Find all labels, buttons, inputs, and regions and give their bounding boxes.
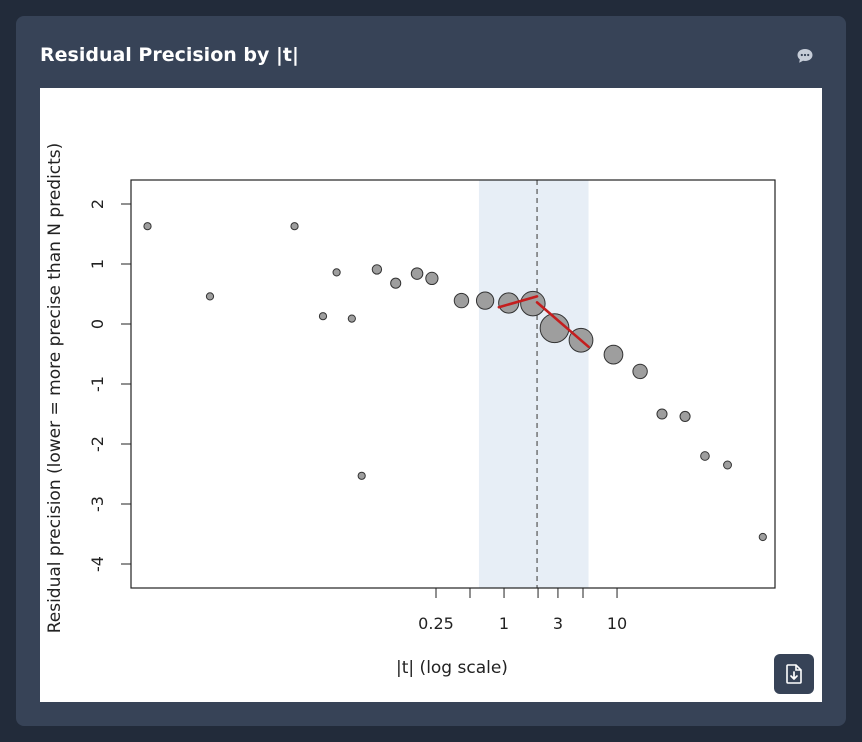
significance-band xyxy=(478,180,589,588)
data-point-0 xyxy=(143,222,152,231)
card-title: Residual Precision by |t| xyxy=(40,44,299,66)
chart-card: Residual Precision by |t| 0.25 1 3 10 2 1 0 -1-… xyxy=(16,16,846,726)
y-tick-label-3: -1 xyxy=(88,376,107,392)
data-point-21 xyxy=(700,451,710,461)
x-axis-label: |t| (log scale) xyxy=(396,658,508,678)
data-point-23 xyxy=(758,532,767,542)
data-point-4 xyxy=(332,268,341,277)
y-tick-label-0: 2 xyxy=(88,199,107,209)
data-point-22 xyxy=(723,460,732,470)
y-tick-label-5: -3 xyxy=(88,496,107,512)
data-point-2 xyxy=(290,222,299,231)
data-point-14 xyxy=(520,290,546,317)
data-point-6 xyxy=(357,471,366,480)
y-axis-label: Residual precision (lower = more precise… xyxy=(45,143,65,634)
data-point-3 xyxy=(318,312,328,321)
data-point-7 xyxy=(371,264,383,275)
data-point-19 xyxy=(656,408,668,420)
data-point-1 xyxy=(205,292,215,301)
fit-segment-0 xyxy=(497,295,539,309)
data-point-10 xyxy=(425,271,439,286)
data-point-17 xyxy=(603,344,624,365)
fit-segment-1 xyxy=(535,301,590,349)
data-point-18 xyxy=(632,363,648,380)
plot-frame xyxy=(130,179,776,589)
x-tick-label-0: 0.25 xyxy=(418,614,454,633)
data-point-20 xyxy=(679,410,691,422)
y-tick-label-1: 1 xyxy=(88,259,107,269)
data-point-11 xyxy=(453,292,470,309)
y-tick-label-4: -2 xyxy=(88,436,107,452)
data-point-9 xyxy=(410,267,424,280)
data-point-13 xyxy=(498,292,520,314)
comment-icon[interactable] xyxy=(796,47,814,65)
data-point-12 xyxy=(475,291,495,310)
y-tick-label-2: 0 xyxy=(88,319,107,329)
plot-panel: 0.25 1 3 10 2 1 0 -1 -2 -3 -4 |t| (log scale) Residu… xyxy=(40,88,822,702)
x-tick-label-6: 10 xyxy=(607,614,627,633)
download-file-icon xyxy=(786,664,802,684)
data-point-8 xyxy=(390,277,402,289)
data-point-5 xyxy=(347,314,356,323)
x-tick-label-4: 3 xyxy=(553,614,563,633)
download-button[interactable] xyxy=(774,654,814,694)
x-tick-label-2: 1 xyxy=(499,614,509,633)
y-tick-label-6: -4 xyxy=(88,556,107,572)
